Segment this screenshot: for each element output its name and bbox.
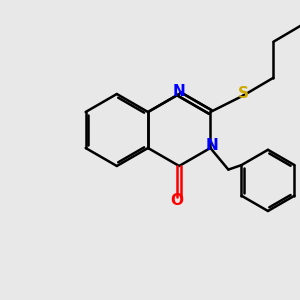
Text: N: N bbox=[173, 83, 186, 98]
Text: N: N bbox=[206, 137, 219, 152]
Text: S: S bbox=[238, 86, 249, 101]
Text: O: O bbox=[171, 193, 184, 208]
